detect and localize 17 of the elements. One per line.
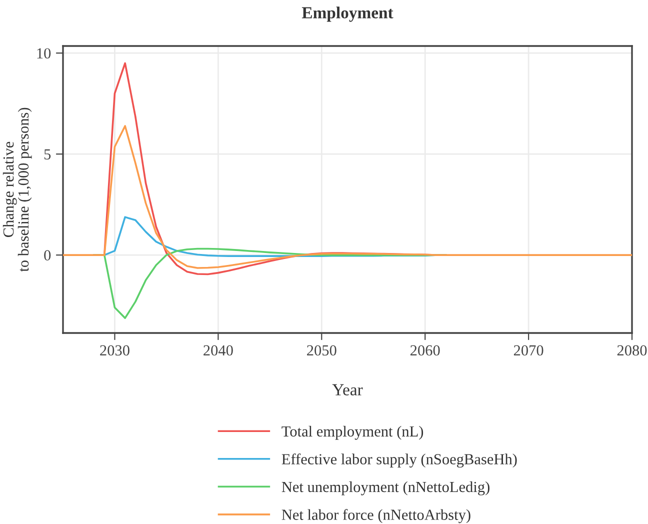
- y-tick-label: 10: [37, 48, 51, 59]
- legend-label: Net unemployment (nNettoLedig): [282, 481, 490, 496]
- x-tick-label: 2050: [307, 345, 336, 356]
- x-tick-label: 2040: [204, 345, 233, 356]
- x-tick-label: 2070: [514, 345, 544, 356]
- x-tick-label: 2060: [410, 345, 440, 356]
- x-tick-label: 2030: [100, 345, 130, 356]
- y-tick-label: 5: [44, 149, 51, 160]
- x-tick-label: 2080: [617, 345, 647, 356]
- x-axis-title: Year: [332, 384, 363, 396]
- y-tick-label: 0: [44, 250, 51, 260]
- legend-label: Effective labor supply (nSoegBaseHh): [282, 453, 517, 468]
- y-axis-title: Change relative to baseline (1,000 persons): [2, 108, 32, 272]
- legend-label: Net labor force (nNettoArbsty): [282, 509, 470, 524]
- line-series: [63, 125, 632, 269]
- legend-label: Total employment (nL): [282, 426, 424, 440]
- chart-title: Employment: [302, 6, 394, 22]
